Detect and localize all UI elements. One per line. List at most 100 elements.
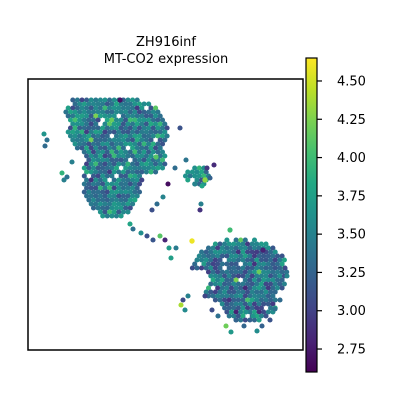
expression-spot xyxy=(148,137,154,143)
expression-spot xyxy=(197,207,203,213)
expression-spot xyxy=(123,133,129,139)
expression-spot xyxy=(228,277,235,283)
expression-spot xyxy=(272,289,278,295)
expression-spot xyxy=(102,169,108,175)
expression-spot xyxy=(72,117,78,123)
expression-spot xyxy=(199,183,205,189)
expression-spot xyxy=(113,181,120,187)
expression-spot xyxy=(240,281,246,287)
expression-spot xyxy=(132,101,138,107)
expression-spot xyxy=(136,141,143,147)
expression-spot xyxy=(251,285,258,291)
expression-spot xyxy=(238,293,244,299)
expression-spot xyxy=(207,175,213,181)
expression-spot xyxy=(249,297,255,303)
expression-spot xyxy=(125,161,131,167)
expression-spot xyxy=(240,305,246,311)
expression-spot xyxy=(159,125,166,131)
expression-spot xyxy=(251,245,258,251)
expression-spot xyxy=(189,169,195,175)
expression-spot xyxy=(173,245,179,251)
expression-spot xyxy=(247,285,253,291)
expression-spot xyxy=(97,201,103,207)
expression-spot xyxy=(100,125,106,131)
expression-spot xyxy=(93,129,99,135)
expression-spot xyxy=(256,317,262,323)
expression-spot xyxy=(224,237,230,243)
expression-spot xyxy=(254,249,260,255)
colorbar-tick-label: 2.75 xyxy=(337,343,366,358)
expression-spot xyxy=(109,149,115,155)
expression-spot xyxy=(84,105,90,111)
expression-spot xyxy=(104,117,110,123)
expression-spot xyxy=(104,181,110,187)
expression-spot xyxy=(226,249,232,255)
expression-spot xyxy=(153,105,159,111)
expression-spot xyxy=(240,273,246,279)
expression-spot xyxy=(107,161,113,167)
expression-spot xyxy=(127,101,133,107)
expression-spot xyxy=(205,269,212,275)
expression-spot xyxy=(215,293,221,299)
expression-spot xyxy=(95,109,101,115)
expression-spot xyxy=(97,97,103,103)
expression-spot xyxy=(127,221,133,227)
expression-spot xyxy=(141,149,147,155)
expression-spot xyxy=(139,161,145,167)
expression-spot xyxy=(77,133,83,139)
expression-spot xyxy=(192,181,198,187)
expression-spot xyxy=(251,253,258,259)
expression-spot xyxy=(123,149,129,155)
expression-spot xyxy=(249,281,255,287)
expression-spot xyxy=(249,257,255,263)
expression-spot xyxy=(109,213,115,219)
expression-spot xyxy=(93,97,99,103)
expression-spot xyxy=(241,323,247,329)
expression-spot xyxy=(219,245,225,251)
expression-spot xyxy=(219,261,225,267)
expression-spot xyxy=(153,154,159,160)
expression-spot xyxy=(185,177,191,183)
expression-spot xyxy=(77,141,83,147)
expression-spot xyxy=(258,241,264,247)
expression-spot xyxy=(150,149,156,155)
expression-spot xyxy=(120,209,126,215)
expression-spot xyxy=(134,113,140,119)
expression-spot xyxy=(90,149,97,155)
expression-spot xyxy=(215,313,221,319)
colorbar xyxy=(305,57,318,373)
expression-spot xyxy=(65,129,71,135)
expression-spot xyxy=(88,177,94,183)
expression-spot xyxy=(63,109,69,115)
expression-spot xyxy=(155,149,161,155)
expression-spot xyxy=(93,177,99,183)
expression-spot xyxy=(268,305,274,311)
expression-spot xyxy=(233,253,239,259)
expression-spot xyxy=(97,177,103,183)
expression-spot xyxy=(148,161,154,167)
expression-spot xyxy=(242,269,248,275)
expression-spot xyxy=(100,141,106,147)
expression-spot xyxy=(111,97,117,103)
expression-spot xyxy=(120,121,126,127)
expression-spot xyxy=(150,141,156,147)
expression-spot xyxy=(240,313,246,319)
expression-spot xyxy=(113,157,120,163)
expression-spot xyxy=(164,133,170,139)
expression-spot xyxy=(159,165,166,171)
expression-spot xyxy=(104,213,110,219)
expression-spot xyxy=(215,245,221,251)
expression-spot xyxy=(242,285,248,291)
expression-spot xyxy=(212,257,218,263)
expression-spot xyxy=(148,169,154,175)
expression-spot xyxy=(79,121,85,127)
expression-spot xyxy=(74,113,80,119)
expression-spot xyxy=(235,281,241,287)
expression-spot xyxy=(263,265,269,271)
expression-spot xyxy=(235,265,241,271)
expression-spot xyxy=(261,277,267,283)
expression-spot xyxy=(228,285,235,291)
chart-subtitle: MT-CO2 expression xyxy=(104,52,229,67)
expression-spot xyxy=(134,145,140,151)
expression-spot xyxy=(245,241,251,247)
